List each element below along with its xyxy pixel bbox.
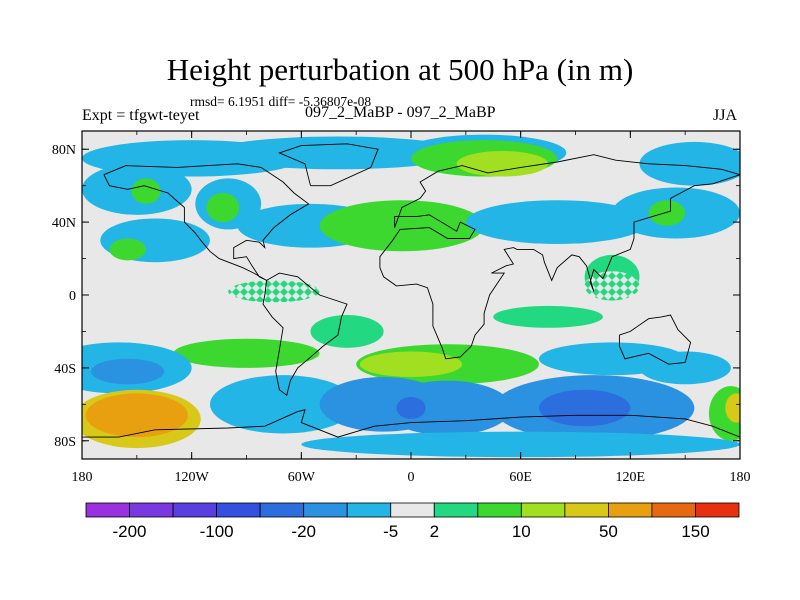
region-central-asia-low — [465, 200, 649, 244]
region-south-atlantic-high-core — [359, 351, 463, 377]
colorbar-swatch — [346, 502, 392, 518]
colorbar-swatch — [259, 502, 305, 518]
colorbar-swatch — [303, 502, 348, 518]
hatch-equatorial-hatch-west — [228, 280, 320, 303]
region-south-atlantic-hatched-high — [310, 315, 384, 348]
outline-antarctica — [82, 409, 740, 438]
y-tick-label: 80S — [54, 435, 76, 450]
run-comparison-label: 097_2_MaBP - 097_2_MaBP — [305, 104, 496, 121]
rmsd-stats: rmsd= 6.1951 diff= -5.36807e-08 — [190, 94, 372, 109]
region-east-siberia-low — [639, 141, 740, 186]
plot-area — [82, 131, 740, 459]
colorbar-swatch — [390, 502, 435, 518]
colorbar-label: 10 — [512, 522, 531, 541]
colorbar-label: -20 — [291, 522, 316, 541]
outline-africa-eurasia — [379, 154, 740, 360]
region-canada-high-cell — [206, 192, 240, 223]
region-barents-high-core — [456, 151, 549, 177]
colorbar-swatch — [85, 502, 130, 518]
colorbar-swatch — [564, 502, 609, 518]
region-antarctic-low — [301, 431, 740, 458]
colorbar-swatch — [477, 502, 522, 518]
colorbar-swatch — [651, 502, 696, 518]
region-subtropical-pacific-cell — [109, 238, 146, 261]
outline-australia — [618, 314, 692, 365]
region-south-america-low — [209, 375, 357, 434]
region-tasman-low — [639, 351, 731, 385]
colorbar-swatch — [608, 502, 653, 518]
colorbar-label: -5 — [383, 522, 398, 541]
colorbar-swatch — [695, 502, 740, 518]
colorbar-label: 150 — [681, 522, 709, 541]
region-south-africa-low — [383, 380, 512, 436]
region-south-pacific-ridge — [173, 338, 320, 368]
y-tick-label: 80N — [52, 143, 76, 158]
colorbar-label: 2 — [430, 522, 439, 541]
region-southwest-pacific-low-core — [91, 358, 165, 385]
continent-outlines — [82, 143, 740, 438]
outline-south-america — [262, 272, 348, 396]
x-tick-label: 180 — [730, 470, 751, 485]
chart-title: Height perturbation at 500 hPa (in m) — [166, 52, 634, 87]
colorbar-swatch — [216, 502, 261, 518]
y-tick-label: 0 — [69, 289, 76, 304]
colorbar-swatch — [172, 502, 218, 518]
region-north-pacific-high-cell — [131, 178, 161, 204]
region-europe-high — [319, 200, 485, 252]
region-indian-ocean-hatched-high — [493, 305, 603, 328]
experiment-label: Expt = tfgwt-teyet — [82, 107, 200, 124]
outline-north-america — [103, 163, 310, 281]
outline-greenland — [278, 143, 379, 187]
colorbar: -200 -100 -20 -5 2 10 50 150 — [85, 502, 740, 541]
colorbar-label: -100 — [200, 522, 234, 541]
x-tick-label: 120E — [616, 470, 646, 485]
colorbar-label: 50 — [599, 522, 618, 541]
x-tick-label: 60W — [288, 470, 316, 485]
region-dateline-high-core — [725, 393, 740, 423]
x-tick-label: 120W — [175, 470, 210, 485]
x-tick-label: 60E — [509, 470, 532, 485]
y-tick-label: 40S — [54, 362, 76, 377]
colorbar-swatch — [520, 502, 566, 518]
hatch-equatorial-hatch-east — [584, 271, 640, 301]
region-amundsen-high-core — [85, 393, 189, 438]
season-label: JJA — [713, 107, 738, 124]
x-tick-label: 0 — [408, 470, 415, 485]
map-axes: 180 120W 60W 0 60E 120E 180 80N 40N 0 40S 80S — [52, 131, 751, 485]
x-tick-label: 180 — [72, 470, 93, 485]
region-north-pacific-west-cell — [648, 200, 686, 226]
region-indian-southern-low-core — [538, 389, 631, 427]
colorbar-label: -200 — [112, 522, 146, 541]
contour-fills — [82, 134, 740, 458]
colorbar-swatch — [433, 502, 479, 518]
y-tick-label: 40N — [52, 216, 76, 231]
colorbar-swatch — [129, 502, 174, 518]
significance-hatching — [228, 271, 640, 303]
region-weddell-low-core — [396, 397, 426, 419]
